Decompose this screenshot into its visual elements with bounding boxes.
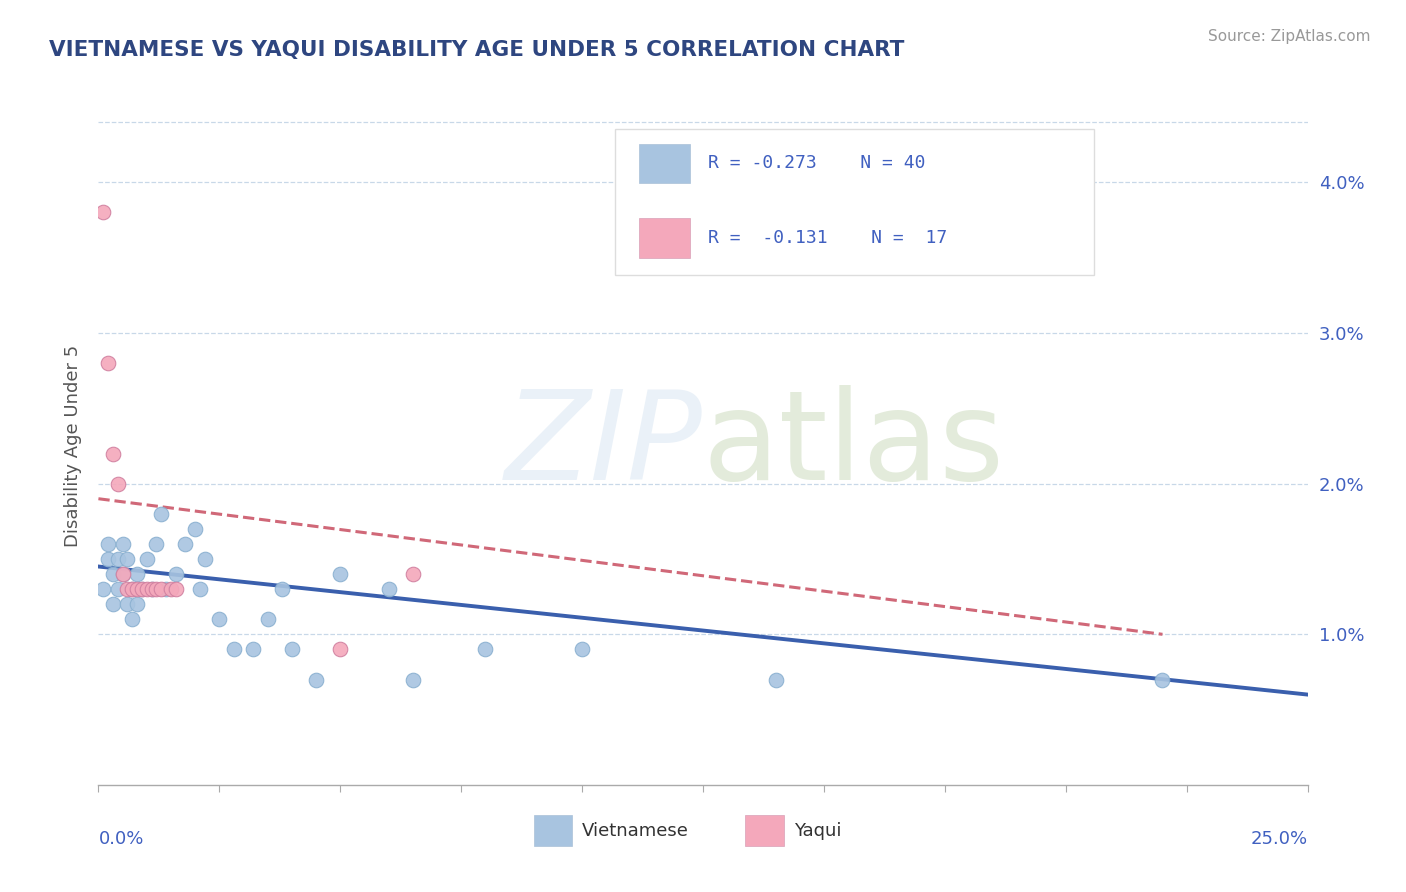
Text: VIETNAMESE VS YAQUI DISABILITY AGE UNDER 5 CORRELATION CHART: VIETNAMESE VS YAQUI DISABILITY AGE UNDER… bbox=[49, 40, 904, 60]
Point bbox=[184, 522, 207, 536]
Point bbox=[111, 567, 134, 582]
Point bbox=[97, 552, 120, 566]
Point bbox=[150, 507, 173, 521]
FancyBboxPatch shape bbox=[534, 815, 572, 846]
Text: atlas: atlas bbox=[703, 385, 1005, 507]
Point bbox=[121, 582, 143, 596]
Point bbox=[111, 567, 134, 582]
Point bbox=[135, 582, 157, 596]
Point bbox=[131, 582, 153, 596]
Text: ZIP: ZIP bbox=[505, 385, 703, 507]
Point bbox=[160, 582, 183, 596]
Point bbox=[765, 673, 787, 687]
Y-axis label: Disability Age Under 5: Disability Age Under 5 bbox=[63, 345, 82, 547]
Point bbox=[402, 673, 425, 687]
Point bbox=[165, 567, 187, 582]
Point bbox=[145, 582, 167, 596]
Text: Vietnamese: Vietnamese bbox=[582, 822, 689, 840]
FancyBboxPatch shape bbox=[638, 144, 690, 183]
Point bbox=[474, 642, 496, 657]
Point bbox=[117, 597, 139, 611]
Point bbox=[165, 582, 187, 596]
Point bbox=[101, 446, 124, 460]
Point bbox=[155, 582, 177, 596]
Text: 25.0%: 25.0% bbox=[1250, 830, 1308, 848]
Point bbox=[101, 597, 124, 611]
Text: R = -0.273    N = 40: R = -0.273 N = 40 bbox=[707, 154, 925, 172]
FancyBboxPatch shape bbox=[638, 219, 690, 258]
Point bbox=[101, 567, 124, 582]
Point bbox=[208, 612, 231, 626]
Text: R =  -0.131    N =  17: R = -0.131 N = 17 bbox=[707, 229, 948, 247]
Point bbox=[242, 642, 264, 657]
Point bbox=[141, 582, 163, 596]
Point bbox=[271, 582, 294, 596]
Text: Source: ZipAtlas.com: Source: ZipAtlas.com bbox=[1208, 29, 1371, 44]
Point bbox=[174, 537, 197, 551]
Point bbox=[329, 642, 352, 657]
Point bbox=[571, 642, 593, 657]
Point bbox=[145, 537, 167, 551]
Point bbox=[127, 567, 149, 582]
Point bbox=[121, 612, 143, 626]
Point bbox=[194, 552, 217, 566]
Point bbox=[188, 582, 211, 596]
Point bbox=[107, 476, 129, 491]
Point bbox=[111, 537, 134, 551]
Point bbox=[127, 582, 149, 596]
Point bbox=[1152, 673, 1174, 687]
Point bbox=[329, 567, 352, 582]
FancyBboxPatch shape bbox=[745, 815, 785, 846]
FancyBboxPatch shape bbox=[614, 128, 1094, 275]
Point bbox=[135, 552, 157, 566]
Point bbox=[107, 582, 129, 596]
Point bbox=[150, 582, 173, 596]
Point bbox=[121, 582, 143, 596]
Text: Yaqui: Yaqui bbox=[794, 822, 841, 840]
Point bbox=[117, 582, 139, 596]
Point bbox=[305, 673, 328, 687]
Point bbox=[377, 582, 399, 596]
Point bbox=[117, 552, 139, 566]
Point bbox=[91, 582, 114, 596]
Point bbox=[281, 642, 304, 657]
Point bbox=[222, 642, 245, 657]
Point bbox=[127, 597, 149, 611]
Point bbox=[91, 205, 114, 219]
Point bbox=[107, 552, 129, 566]
Point bbox=[131, 582, 153, 596]
Point bbox=[402, 567, 425, 582]
Point bbox=[97, 356, 120, 370]
Point bbox=[256, 612, 278, 626]
Text: 0.0%: 0.0% bbox=[98, 830, 143, 848]
Point bbox=[141, 582, 163, 596]
Point bbox=[97, 537, 120, 551]
